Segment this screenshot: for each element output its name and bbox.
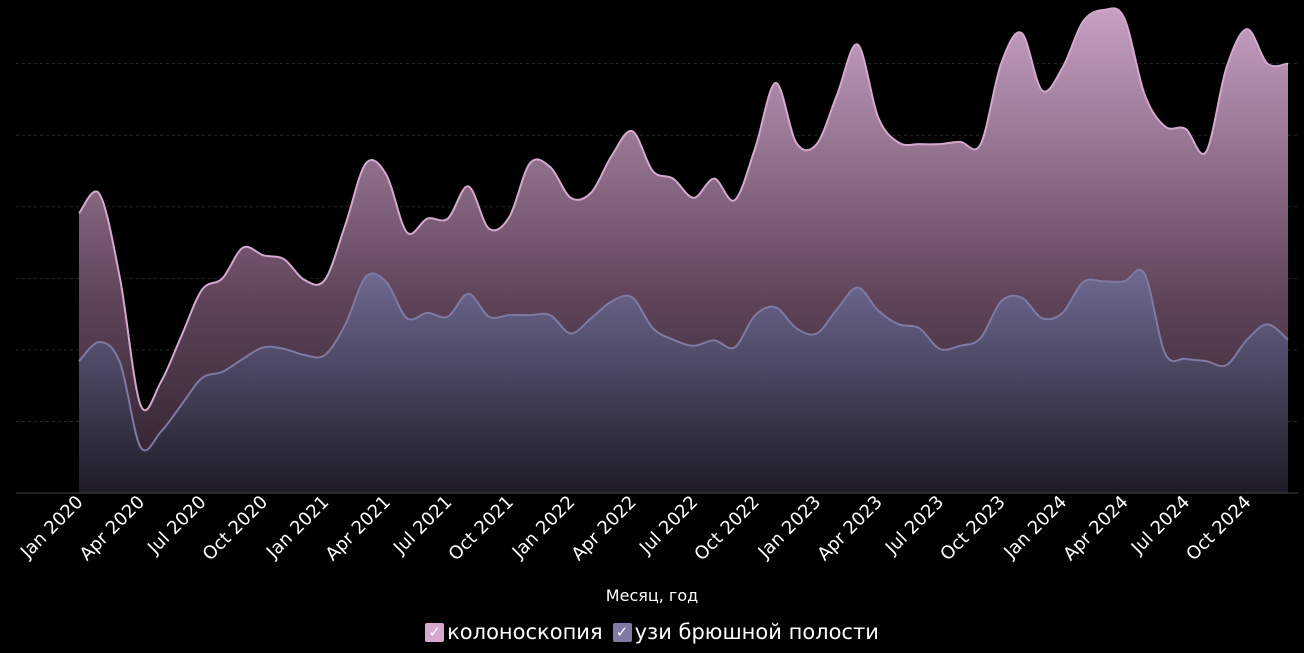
- x-axis-title: Месяц, год: [605, 586, 699, 605]
- legend-label: узи брюшной полости: [634, 620, 879, 644]
- legend-label: колоноскопия: [447, 620, 603, 644]
- x-tick-label: Oct 2021: [445, 492, 518, 565]
- x-tick-label: Apr 2023: [813, 492, 886, 565]
- series-area-1: [79, 269, 1288, 493]
- series-areas: [78, 7, 1289, 494]
- legend-item-colonoscopy[interactable]: ✓ колоноскопия: [425, 620, 603, 644]
- series-line-1: [78, 268, 1289, 452]
- x-tick-label: Apr 2024: [1059, 492, 1132, 565]
- x-tick-label: Apr 2021: [322, 492, 395, 565]
- x-tick-label: Oct 2024: [1182, 492, 1255, 565]
- checkbox-icon[interactable]: ✓: [612, 622, 632, 642]
- x-tick-label: Apr 2022: [567, 492, 640, 565]
- series-line-0: [78, 7, 1289, 412]
- legend: ✓ колоноскопия ✓ узи брюшной полости: [0, 620, 1304, 644]
- x-tick-label: Oct 2020: [199, 492, 272, 565]
- x-tick-label: Apr 2020: [76, 492, 149, 565]
- legend-item-ultrasound[interactable]: ✓ узи брюшной полости: [612, 620, 879, 644]
- x-tick-label: Oct 2022: [690, 492, 763, 565]
- x-tick-label: Oct 2023: [936, 492, 1009, 565]
- checkbox-icon[interactable]: ✓: [425, 622, 445, 642]
